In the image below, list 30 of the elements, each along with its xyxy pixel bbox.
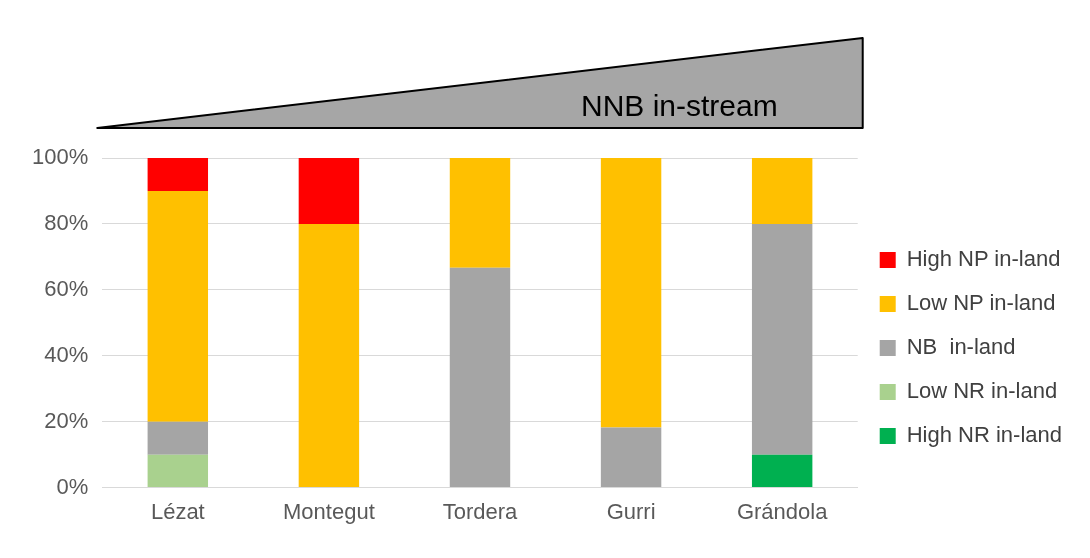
legend-label: Low NP in-land <box>906 290 1056 316</box>
bar <box>147 421 209 455</box>
y-tick-label: 20% <box>44 407 89 433</box>
y-tick-label: 60% <box>44 275 89 301</box>
legend-label: High NP in-land <box>906 246 1061 272</box>
y-tick-label: 80% <box>44 209 89 235</box>
bar <box>449 267 511 488</box>
x-tick-label: Gurri <box>606 498 656 524</box>
y-tick-label: 100% <box>31 144 89 170</box>
bar <box>600 158 662 428</box>
x-tick-label: Montegut <box>283 498 375 524</box>
bar <box>147 454 209 488</box>
bar <box>147 158 209 191</box>
x-tick-label: Grándola <box>736 498 829 524</box>
bar <box>751 223 813 455</box>
bar <box>298 223 360 488</box>
bar <box>600 427 662 488</box>
bar <box>298 158 360 224</box>
x-tick-label: Tordera <box>442 498 519 524</box>
y-tick-label: 40% <box>44 341 89 367</box>
bar <box>751 158 813 224</box>
legend-label: Low NR in-land <box>906 378 1058 404</box>
bar <box>449 158 511 268</box>
bar <box>751 454 813 488</box>
bar <box>147 190 209 422</box>
legend-label: High NR in-land <box>906 422 1063 448</box>
legend-label: NB in-land <box>906 334 1016 360</box>
x-tick-label: Lézat <box>150 498 205 524</box>
y-tick-label: 0% <box>56 473 89 499</box>
text: NNB in-stream <box>581 89 778 122</box>
